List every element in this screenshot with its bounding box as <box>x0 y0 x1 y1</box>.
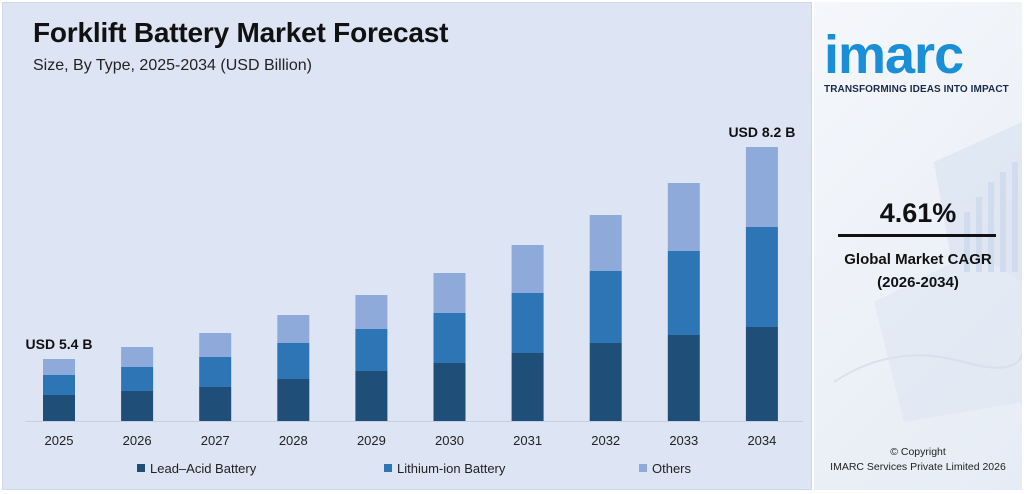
cagr-label-line1: Global Market CAGR <box>844 251 992 268</box>
bar-lithium-ion-battery-2027 <box>199 357 232 387</box>
legend-swatch-lithium-ion-battery <box>384 464 392 472</box>
chart-panel: Forklift Battery Market Forecast Size, B… <box>2 2 812 490</box>
logo-tagline: TRANSFORMING IDEAS INTO IMPACT <box>824 84 1009 95</box>
legend-label-lithium-ion-battery: Lithium-ion Battery <box>397 461 506 476</box>
total-label-2025: USD 5.4 B <box>26 336 93 352</box>
bar-lithium-ion-battery-2025 <box>43 375 75 395</box>
x-tick-label-2033: 2033 <box>669 433 698 448</box>
background-graphic <box>833 122 1022 422</box>
cagr-divider <box>838 234 996 237</box>
x-tick-label-2025: 2025 <box>45 433 74 448</box>
bar-others-2026 <box>121 347 154 367</box>
copyright: © Copyright IMARC Services Private Limit… <box>814 445 1022 475</box>
bar-lithium-ion-battery-2028 <box>277 343 310 379</box>
cagr-label-line2: (2026-2034) <box>877 274 959 291</box>
bar-lithium-ion-battery-2032 <box>589 271 622 343</box>
legend-label-others: Others <box>652 461 692 476</box>
x-tick-label-2031: 2031 <box>513 433 542 448</box>
bar-others-2031 <box>511 245 544 293</box>
stacked-bar-chart: 2025 2026 2027 2028 2029 2030 2031 2032 2033 2034… <box>25 124 803 476</box>
x-tick-label-2030: 2030 <box>435 433 464 448</box>
bar-lead-acid-battery-2026 <box>121 391 154 421</box>
bar-others-2028 <box>277 315 310 343</box>
bar-lead-acid-battery-2028 <box>277 379 310 421</box>
bar-lead-acid-battery-2030 <box>433 363 466 421</box>
copyright-line1: © Copyright <box>890 446 946 458</box>
bar-lead-acid-battery-2027 <box>199 387 232 421</box>
x-tick-label-2032: 2032 <box>591 433 620 448</box>
bar-lithium-ion-battery-2026 <box>121 367 154 391</box>
bar-lithium-ion-battery-2034 <box>745 227 778 327</box>
bar-lead-acid-battery-2029 <box>355 371 388 421</box>
bar-others-2033 <box>667 183 700 251</box>
bar-others-2025 <box>43 359 75 375</box>
bar-others-2034 <box>745 147 778 227</box>
bar-lithium-ion-battery-2030 <box>433 313 466 363</box>
x-tick-label-2028: 2028 <box>279 433 308 448</box>
bar-others-2032 <box>589 215 622 271</box>
legend-swatch-lead-acid-battery <box>137 464 145 472</box>
bar-lead-acid-battery-2031 <box>511 353 544 421</box>
bar-others-2030 <box>433 273 466 313</box>
bar-lithium-ion-battery-2031 <box>511 293 544 353</box>
legend-label-lead-acid-battery: Lead–Acid Battery <box>150 461 257 476</box>
bar-lead-acid-battery-2034 <box>745 327 778 421</box>
chart-subtitle: Size, By Type, 2025-2034 (USD Billion) <box>33 57 312 74</box>
cagr-value: 4.61% <box>879 198 957 228</box>
chart-title: Forklift Battery Market Forecast <box>33 17 449 48</box>
bar-lithium-ion-battery-2033 <box>667 251 700 335</box>
bar-others-2029 <box>355 295 388 329</box>
side-panel: imarc TRANSFORMING IDEAS INTO IMPACT 4.6… <box>814 2 1022 490</box>
cagr-label: Global Market CAGR (2026-2034) <box>814 248 1022 294</box>
bar-lead-acid-battery-2033 <box>667 335 700 421</box>
bar-lead-acid-battery-2025 <box>43 395 75 421</box>
x-tick-label-2034: 2034 <box>747 433 776 448</box>
legend-swatch-others <box>639 464 647 472</box>
imarc-logo: imarc <box>824 25 964 85</box>
bar-others-2027 <box>199 333 232 357</box>
bar-lead-acid-battery-2032 <box>589 343 622 421</box>
x-tick-label-2027: 2027 <box>201 433 230 448</box>
copyright-line2: IMARC Services Private Limited 2026 <box>830 461 1006 473</box>
bar-lithium-ion-battery-2029 <box>355 329 388 371</box>
total-label-2034: USD 8.2 B <box>728 124 795 140</box>
x-tick-label-2029: 2029 <box>357 433 386 448</box>
x-tick-label-2026: 2026 <box>123 433 152 448</box>
